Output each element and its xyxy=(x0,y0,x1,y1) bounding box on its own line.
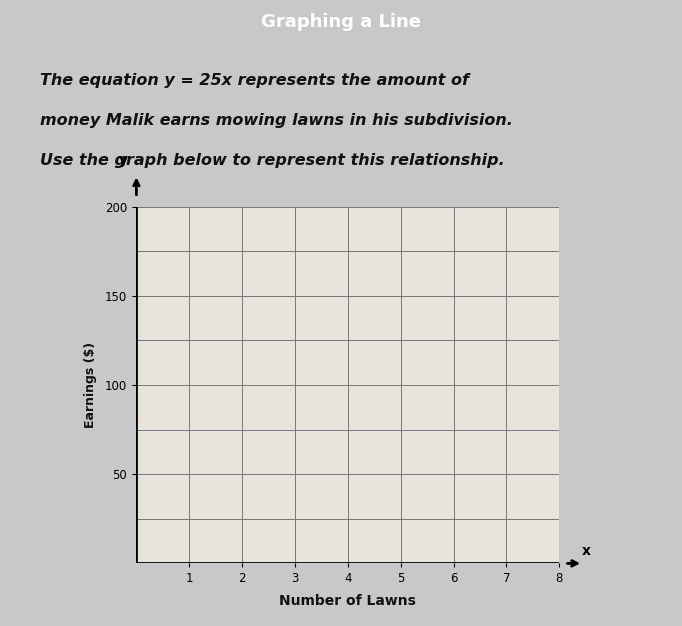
Text: Use the graph below to represent this relationship.: Use the graph below to represent this re… xyxy=(40,153,505,168)
Text: money Malik earns mowing lawns in his subdivision.: money Malik earns mowing lawns in his su… xyxy=(40,113,513,128)
X-axis label: Number of Lawns: Number of Lawns xyxy=(280,594,416,608)
Text: Graphing a Line: Graphing a Line xyxy=(261,13,421,31)
Text: The equation y = 25x represents the amount of: The equation y = 25x represents the amou… xyxy=(40,73,469,88)
Y-axis label: Earnings ($): Earnings ($) xyxy=(84,342,97,428)
Text: x: x xyxy=(582,544,591,558)
Text: y: y xyxy=(119,153,128,167)
